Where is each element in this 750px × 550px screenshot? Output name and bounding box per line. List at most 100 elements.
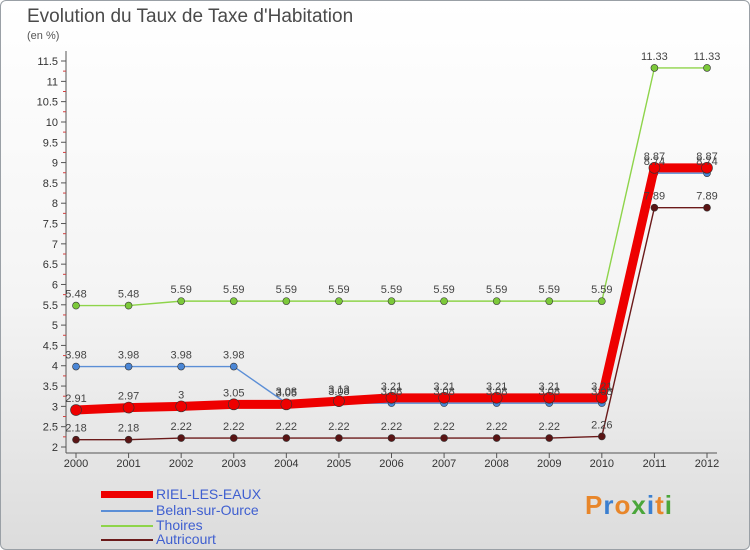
data-point [177,362,185,371]
x-tick-label: 2000 [64,458,88,470]
data-label: 5.59 [170,284,191,296]
data-point [438,392,450,404]
data-point [177,434,185,442]
x-tick-label: 2005 [327,458,351,470]
data-point [598,297,606,305]
data-point [387,434,396,442]
data-point [177,297,185,305]
x-tick-label: 2012 [695,458,719,470]
data-point [70,404,82,416]
data-label: 8.87 [644,151,665,163]
data-point [72,435,80,444]
legend-item-thoires[interactable]: Thoires [101,517,401,533]
data-label: 5.59 [486,284,507,296]
legend-swatch [101,510,153,512]
legend-item-riel-les-eaux[interactable]: RIEL-LES-EAUX [101,486,401,502]
y-tick-label: 6.5 [43,259,58,271]
x-tick-label: 2004 [274,458,298,470]
logo-letter: t [655,490,665,520]
data-point [650,64,659,72]
data-label: 3.08 [591,386,612,398]
y-tick-label: 8.5 [43,178,58,190]
data-label: 2.22 [486,421,507,433]
data-label: 2.22 [170,421,191,433]
data-label: 8.74 [644,156,665,168]
x-tick-label: 2002 [169,458,193,470]
data-point [545,434,554,442]
chart-title: Evolution du Taux de Taxe d'Habitation [27,6,354,27]
y-tick-label: 7.5 [43,219,58,231]
y-tick-label: 11 [47,76,58,88]
y-tick-label: 9.5 [43,137,58,149]
data-point [385,392,398,404]
data-label: 3.08 [433,386,454,398]
data-label: 3.21 [433,381,454,393]
data-point [124,435,133,444]
logo-letter: P [585,490,604,520]
data-point [440,297,448,305]
data-label: 5.59 [223,284,244,296]
data-label: 3.08 [381,386,402,398]
data-label: 2.91 [65,393,86,405]
data-label: 3.98 [170,350,191,362]
legend-label: RIEL-LES-EAUX [156,486,262,502]
data-point [280,398,293,411]
data-point [122,401,135,414]
data-label: 2.97 [118,391,139,403]
data-label: 3.21 [591,381,612,393]
data-point [650,203,659,212]
data-label: 2.22 [433,421,454,433]
logo-letter: x [631,490,647,520]
data-label: 5.48 [65,289,86,301]
data-label: 2.26 [591,419,612,431]
data-label: 3.08 [276,386,297,398]
data-point [701,162,713,174]
data-label: 8.74 [696,156,717,168]
unit-label: (en %) [27,30,60,42]
legend-label: Autricourt [156,531,216,547]
data-point [175,400,187,413]
data-label: 3.98 [65,350,86,362]
legend-item-belan-sur-ource[interactable]: Belan-sur-Ource [101,502,401,518]
data-label: 3.98 [118,350,139,362]
data-label: 5.59 [328,284,349,296]
data-label: 3.05 [223,387,244,399]
y-tick-label: 9 [52,158,58,170]
y-tick-label: 7 [52,239,58,251]
data-label: 7.89 [644,191,665,203]
x-tick-label: 2011 [643,458,667,470]
data-label: 3.13 [328,384,349,396]
data-point [703,203,711,212]
logo-letter: r [603,490,615,520]
logo-letter: i [664,490,673,520]
y-tick-label: 10 [46,117,58,129]
y-tick-label: 3.5 [43,381,58,393]
x-tick-label: 2010 [590,458,614,470]
data-point [545,297,554,305]
proxiti-logo[interactable]: Proxiti [585,490,673,521]
data-label: 3 [178,389,184,401]
data-point [227,398,240,411]
y-tick-label: 10.5 [37,97,58,109]
data-label: 5.59 [276,284,297,296]
data-point [598,432,606,441]
data-label: 2.22 [539,421,560,433]
y-tick-label: 5 [52,320,58,332]
x-tick-label: 2007 [432,458,456,470]
data-label: 2.22 [276,421,297,433]
data-label: 3.98 [223,350,244,362]
x-tick-label: 2009 [537,458,561,470]
data-point [490,392,503,404]
data-label: 3.21 [381,381,402,393]
data-point [543,392,556,404]
data-point [72,362,80,371]
data-point [282,434,291,442]
data-point [72,301,80,310]
legend-item-autricourt[interactable]: Autricourt [101,531,401,547]
data-point [596,392,608,404]
data-point [648,162,661,174]
data-label: 2.22 [223,421,244,433]
y-tick-label: 4 [52,361,58,373]
data-point [387,297,396,305]
